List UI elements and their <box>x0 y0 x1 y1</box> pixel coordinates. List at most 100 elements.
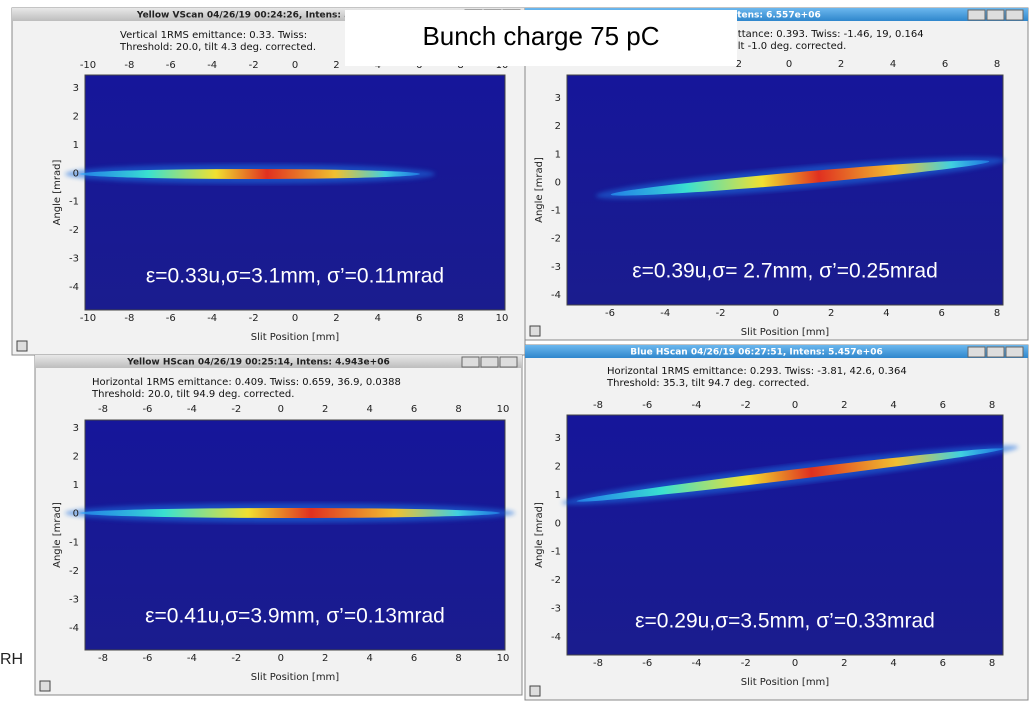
y-tick-label: 2 <box>73 111 79 122</box>
info-line: Horizontal 1RMS emittance: 0.409. Twiss:… <box>92 377 401 388</box>
info-line: ilt -1.0 deg. corrected. <box>735 41 846 52</box>
y-tick-label: -1 <box>69 537 79 548</box>
x-tick-label: 0 <box>792 400 798 411</box>
y-tick-label: -3 <box>69 594 79 605</box>
y-tick-label: 2 <box>555 461 561 472</box>
y-tick-label: -3 <box>69 254 79 265</box>
y-tick-label: -3 <box>551 262 561 273</box>
x-tick-label: 0 <box>278 653 284 664</box>
x-tick-label: 4 <box>375 313 381 324</box>
windows: Yellow VScan 04/26/19 00:24:26, Intens: … <box>11 7 1029 701</box>
info-line: Threshold: 35.3, tilt 94.7 deg. correcte… <box>606 378 809 389</box>
x-axis-label: Slit Position [mm] <box>741 677 830 688</box>
x-tick-label: -8 <box>124 313 134 324</box>
x-tick-label: 0 <box>773 308 779 319</box>
y-tick-label: 1 <box>555 490 561 501</box>
plot-area <box>84 74 506 311</box>
x-tick-label: 6 <box>940 400 946 411</box>
x-tick-label: 4 <box>890 658 896 669</box>
y-tick-label: -4 <box>551 290 561 301</box>
corner-icon[interactable] <box>16 340 28 352</box>
x-tick-label: -6 <box>605 308 615 319</box>
window-title: Blue HScan 04/26/19 06:27:51, Intens: 5.… <box>630 348 882 358</box>
window-button[interactable] <box>461 356 480 368</box>
x-tick-label: 8 <box>455 404 461 415</box>
x-tick-label: -8 <box>593 400 603 411</box>
x-tick-label: 10 <box>497 653 510 664</box>
corner-icon[interactable] <box>529 685 541 697</box>
y-axis-label: Angle [mrad] <box>52 502 63 568</box>
beam-core <box>576 448 1004 502</box>
x-tick-label: 8 <box>455 653 461 664</box>
corner-icon[interactable] <box>529 325 541 337</box>
x-tick-label: 0 <box>292 313 298 324</box>
x-tick-label: -6 <box>142 404 152 415</box>
y-tick-label: -1 <box>551 547 561 558</box>
x-tick-label: -4 <box>187 404 197 415</box>
y-tick-label: -2 <box>69 225 79 236</box>
x-tick-label: 10 <box>497 404 510 415</box>
x-tick-label: -2 <box>249 313 259 324</box>
y-tick-label: 2 <box>73 452 79 463</box>
beam-core <box>80 169 420 179</box>
x-tick-label: -10 <box>80 313 96 324</box>
y-tick-label: -4 <box>69 282 79 293</box>
window-button[interactable] <box>986 9 1005 21</box>
x-tick-label: 4 <box>890 59 896 70</box>
x-tick-label: -4 <box>660 308 670 319</box>
x-tick-label: 2 <box>333 313 339 324</box>
y-tick-label: 0 <box>555 518 561 529</box>
window-button[interactable] <box>1005 346 1024 358</box>
corner-icon[interactable] <box>39 680 51 692</box>
y-tick-label: -2 <box>551 575 561 586</box>
y-tick-label: 0 <box>555 177 561 188</box>
x-tick-label: 2 <box>828 308 834 319</box>
info-line: Threshold: 20.0, tilt 94.9 deg. correcte… <box>91 389 294 400</box>
x-tick-label: 8 <box>994 59 1000 70</box>
x-tick-label: -6 <box>142 653 152 664</box>
y-tick-label: 0 <box>73 509 79 520</box>
x-tick-label: 8 <box>457 313 463 324</box>
window-button[interactable] <box>967 9 986 21</box>
x-tick-label: 8 <box>989 400 995 411</box>
window-button[interactable] <box>967 346 986 358</box>
window-title: Yellow VScan 04/26/19 00:24:26, Intens: … <box>136 11 360 21</box>
info-line: Horizontal 1RMS emittance: 0.293. Twiss:… <box>607 366 907 377</box>
window: 27:04, Intens: 6.557e+06 ittance: 0.393. … <box>524 7 1029 341</box>
y-axis-label: Angle [mrad] <box>52 160 63 226</box>
x-tick-label: -10 <box>80 60 96 71</box>
window-button[interactable] <box>1005 9 1024 21</box>
x-tick-label: 4 <box>366 653 372 664</box>
x-tick-label: -4 <box>692 400 702 411</box>
y-tick-label: -4 <box>69 623 79 634</box>
window-button[interactable] <box>986 346 1005 358</box>
x-tick-label: 10 <box>496 313 509 324</box>
x-axis-label: Slit Position [mm] <box>251 672 340 683</box>
x-tick-label: 0 <box>786 59 792 70</box>
y-axis-label: Angle [mrad] <box>534 502 545 568</box>
x-tick-label: 6 <box>411 653 417 664</box>
x-tick-label: 2 <box>322 653 328 664</box>
window-title: 27:04, Intens: 6.557e+06 <box>692 11 821 21</box>
overlay-title: Bunch charge 75 pC <box>422 21 659 51</box>
x-tick-label: 4 <box>890 400 896 411</box>
window: Yellow HScan 04/26/19 00:25:14, Intens: … <box>34 354 523 696</box>
window-title: Yellow HScan 04/26/19 00:25:14, Intens: … <box>126 358 389 368</box>
beam-core <box>80 508 500 518</box>
y-tick-label: 3 <box>73 423 79 434</box>
y-tick-label: 3 <box>73 83 79 94</box>
x-tick-label: -4 <box>187 653 197 664</box>
side-text: RH <box>0 651 23 668</box>
info-line: Vertical 1RMS emittance: 0.33. Twiss: <box>120 30 307 41</box>
x-tick-label: -8 <box>98 653 108 664</box>
x-tick-label: -2 <box>231 653 241 664</box>
x-tick-label: 6 <box>411 404 417 415</box>
y-tick-label: -4 <box>551 632 561 643</box>
y-axis-label: Angle [mrad] <box>534 157 545 223</box>
window-button[interactable] <box>499 356 518 368</box>
y-tick-label: 2 <box>555 121 561 132</box>
x-tick-label: 6 <box>942 59 948 70</box>
window-button[interactable] <box>480 356 499 368</box>
overlay-box <box>345 10 737 66</box>
